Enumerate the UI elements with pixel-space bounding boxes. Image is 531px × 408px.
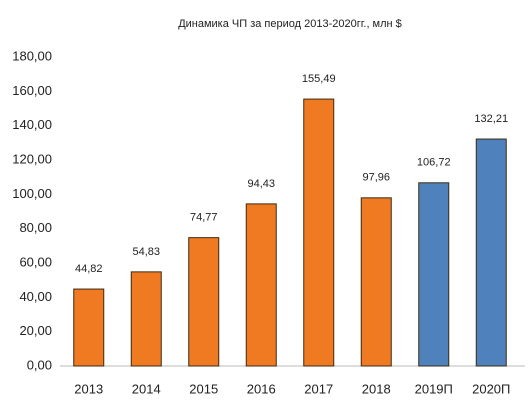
value-label: 155,49 <box>302 73 336 85</box>
x-tick-label: 2019П <box>415 381 453 396</box>
value-label: 74,77 <box>190 212 218 224</box>
bar <box>73 288 105 367</box>
value-label: 94,43 <box>247 178 275 190</box>
y-tick-label: 120,00 <box>12 151 52 166</box>
y-tick-label: 140,00 <box>12 117 52 132</box>
value-label: 106,72 <box>417 157 451 169</box>
value-label: 54,83 <box>132 246 160 258</box>
bar <box>418 182 450 367</box>
x-tick-label: 2014 <box>132 381 161 396</box>
bar <box>475 138 507 367</box>
bar <box>245 203 277 367</box>
x-tick-label: 2013 <box>74 381 103 396</box>
y-tick-label: 40,00 <box>19 289 52 304</box>
y-tick-label: 20,00 <box>19 323 52 338</box>
chart-title: Динамика ЧП за период 2013-2020гг., млн … <box>178 18 402 30</box>
bar <box>360 197 392 367</box>
bar <box>188 237 220 367</box>
y-tick-label: 60,00 <box>19 254 52 269</box>
y-tick-label: 180,00 <box>12 48 52 63</box>
x-tick-label: 2015 <box>189 381 218 396</box>
bar <box>303 98 335 367</box>
bar <box>130 271 162 367</box>
x-tick-label: 2020П <box>472 381 510 396</box>
value-label: 97,96 <box>362 172 390 184</box>
value-label: 44,82 <box>75 263 103 275</box>
y-tick-label: 0,00 <box>27 357 52 372</box>
y-tick-label: 100,00 <box>12 186 52 201</box>
value-label: 132,21 <box>474 113 508 125</box>
y-tick-label: 80,00 <box>19 220 52 235</box>
y-tick-label: 160,00 <box>12 83 52 98</box>
x-tick-label: 2018 <box>362 381 391 396</box>
x-tick-label: 2016 <box>247 381 276 396</box>
x-tick-label: 2017 <box>304 381 333 396</box>
